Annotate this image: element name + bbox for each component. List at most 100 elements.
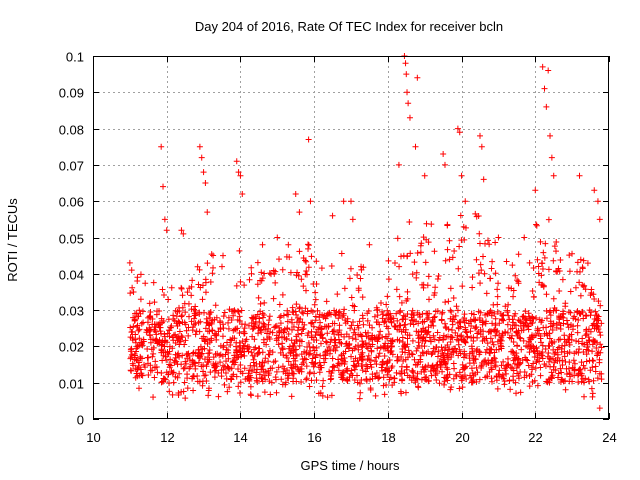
data-point bbox=[365, 352, 372, 359]
data-point bbox=[234, 308, 241, 315]
data-point bbox=[150, 350, 157, 357]
data-point bbox=[182, 321, 189, 328]
data-point bbox=[530, 315, 537, 322]
data-point bbox=[389, 351, 396, 358]
data-point bbox=[153, 331, 160, 338]
data-point bbox=[261, 270, 268, 277]
data-point bbox=[134, 343, 141, 350]
data-point bbox=[417, 314, 424, 321]
data-point bbox=[163, 357, 170, 364]
data-point bbox=[447, 334, 454, 341]
data-point bbox=[293, 333, 300, 340]
data-point bbox=[331, 364, 338, 371]
data-point bbox=[591, 187, 598, 194]
data-point bbox=[340, 310, 347, 317]
data-point bbox=[350, 329, 357, 336]
data-point bbox=[488, 265, 495, 272]
data-point bbox=[155, 321, 162, 328]
data-point bbox=[596, 359, 603, 366]
data-point bbox=[246, 276, 253, 283]
data-point bbox=[152, 358, 159, 365]
data-point bbox=[318, 332, 325, 339]
data-point bbox=[160, 292, 167, 299]
data-point bbox=[382, 340, 389, 347]
data-point bbox=[313, 337, 320, 344]
data-point bbox=[520, 322, 527, 329]
data-point bbox=[342, 317, 349, 324]
data-point bbox=[295, 367, 302, 374]
data-point bbox=[296, 342, 303, 349]
data-point bbox=[308, 334, 315, 341]
data-point bbox=[384, 371, 391, 378]
data-point bbox=[284, 307, 291, 314]
data-point bbox=[237, 278, 244, 285]
grid-layer bbox=[93, 56, 609, 419]
data-point bbox=[248, 264, 255, 271]
data-point bbox=[185, 300, 192, 307]
data-point bbox=[396, 293, 403, 300]
data-point bbox=[541, 254, 548, 261]
data-point bbox=[297, 315, 304, 322]
data-point bbox=[558, 345, 565, 352]
data-point bbox=[237, 172, 244, 179]
data-point bbox=[132, 339, 139, 346]
data-point bbox=[226, 384, 233, 391]
data-point bbox=[595, 298, 602, 305]
data-point bbox=[579, 308, 586, 315]
x-tick-label: 14 bbox=[233, 430, 247, 445]
data-point bbox=[279, 340, 286, 347]
data-point bbox=[366, 241, 373, 248]
data-point bbox=[134, 357, 141, 364]
data-point bbox=[259, 378, 266, 385]
data-point bbox=[585, 376, 592, 383]
data-point bbox=[342, 320, 349, 327]
data-point bbox=[342, 348, 349, 355]
data-point bbox=[566, 268, 573, 275]
data-point bbox=[300, 325, 307, 332]
data-point bbox=[330, 363, 337, 370]
data-point bbox=[256, 345, 263, 352]
data-point bbox=[293, 319, 300, 326]
data-point bbox=[397, 253, 404, 260]
data-point bbox=[491, 327, 498, 334]
data-point bbox=[409, 367, 416, 374]
data-point bbox=[595, 325, 602, 332]
data-point bbox=[140, 336, 147, 343]
data-point bbox=[182, 358, 189, 365]
data-point bbox=[272, 268, 279, 275]
data-point bbox=[596, 216, 603, 223]
data-point bbox=[176, 370, 183, 377]
data-point bbox=[414, 376, 421, 383]
data-point bbox=[132, 317, 139, 324]
data-point bbox=[295, 324, 302, 331]
data-point bbox=[364, 356, 371, 363]
data-point bbox=[480, 358, 487, 365]
data-point bbox=[196, 378, 203, 385]
data-point bbox=[461, 372, 468, 379]
data-point bbox=[239, 338, 246, 345]
data-point bbox=[354, 271, 361, 278]
data-point bbox=[313, 351, 320, 358]
data-point bbox=[325, 323, 332, 330]
data-point bbox=[327, 339, 334, 346]
data-point bbox=[317, 352, 324, 359]
data-point bbox=[259, 349, 266, 356]
data-point bbox=[242, 321, 249, 328]
data-point bbox=[168, 284, 175, 291]
data-point bbox=[552, 367, 559, 374]
data-point bbox=[541, 85, 548, 92]
data-point bbox=[293, 346, 300, 353]
data-point bbox=[417, 334, 424, 341]
data-point bbox=[433, 344, 440, 351]
data-point bbox=[202, 336, 209, 343]
data-point bbox=[312, 354, 319, 361]
data-point bbox=[354, 357, 361, 364]
data-point bbox=[513, 390, 520, 397]
data-point bbox=[259, 374, 266, 381]
data-point bbox=[454, 307, 461, 314]
data-point bbox=[458, 377, 465, 384]
data-point bbox=[340, 198, 347, 205]
y-tick-label: 0.01 bbox=[59, 377, 84, 392]
data-point bbox=[405, 100, 412, 107]
data-point bbox=[278, 376, 285, 383]
